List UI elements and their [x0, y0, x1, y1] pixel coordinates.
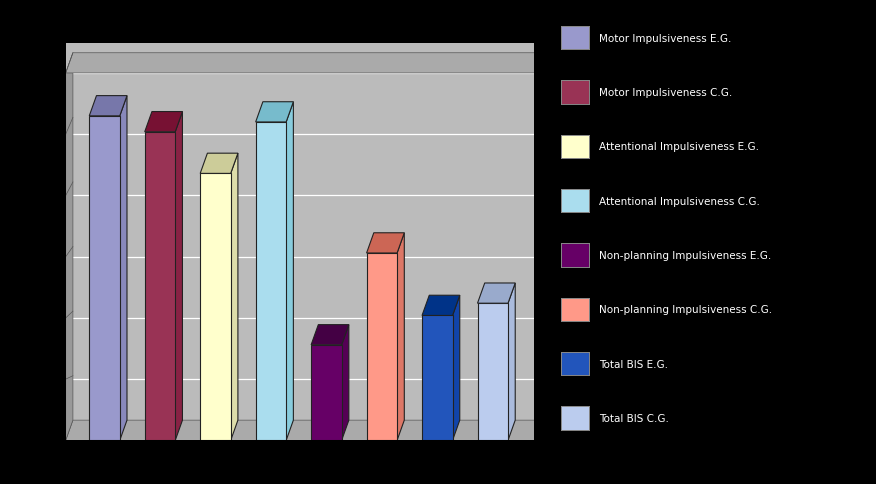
- Polygon shape: [508, 284, 515, 440]
- Text: Motor Impulsiveness C.G.: Motor Impulsiveness C.G.: [599, 88, 732, 98]
- Polygon shape: [66, 54, 541, 74]
- Polygon shape: [477, 284, 515, 303]
- Polygon shape: [89, 96, 127, 117]
- Bar: [145, 133, 175, 440]
- Bar: [477, 303, 508, 440]
- Polygon shape: [397, 233, 405, 440]
- Text: Non-planning Impulsiveness E.G.: Non-planning Impulsiveness E.G.: [599, 251, 772, 260]
- Polygon shape: [175, 112, 182, 440]
- Bar: [366, 254, 397, 440]
- Text: Attentional Impulsiveness C.G.: Attentional Impulsiveness C.G.: [599, 197, 760, 206]
- Bar: [201, 174, 230, 440]
- Text: Motor Impulsiveness E.G.: Motor Impulsiveness E.G.: [599, 34, 731, 44]
- Bar: [256, 122, 286, 440]
- Bar: [311, 345, 342, 440]
- Polygon shape: [66, 420, 541, 440]
- Polygon shape: [201, 154, 238, 174]
- Polygon shape: [422, 296, 460, 316]
- Bar: [422, 316, 453, 440]
- Text: Total BIS E.G.: Total BIS E.G.: [599, 359, 668, 369]
- Polygon shape: [230, 154, 238, 440]
- Polygon shape: [311, 325, 349, 345]
- Polygon shape: [145, 112, 182, 133]
- Polygon shape: [256, 103, 293, 122]
- Polygon shape: [286, 103, 293, 440]
- Text: Non-planning Impulsiveness C.G.: Non-planning Impulsiveness C.G.: [599, 305, 773, 315]
- Polygon shape: [366, 233, 405, 254]
- Bar: [89, 117, 120, 440]
- Text: Total BIS C.G.: Total BIS C.G.: [599, 413, 669, 423]
- Polygon shape: [342, 325, 349, 440]
- Polygon shape: [120, 96, 127, 440]
- Polygon shape: [453, 296, 460, 440]
- Text: Attentional Impulsiveness E.G.: Attentional Impulsiveness E.G.: [599, 142, 759, 152]
- Polygon shape: [66, 54, 73, 440]
